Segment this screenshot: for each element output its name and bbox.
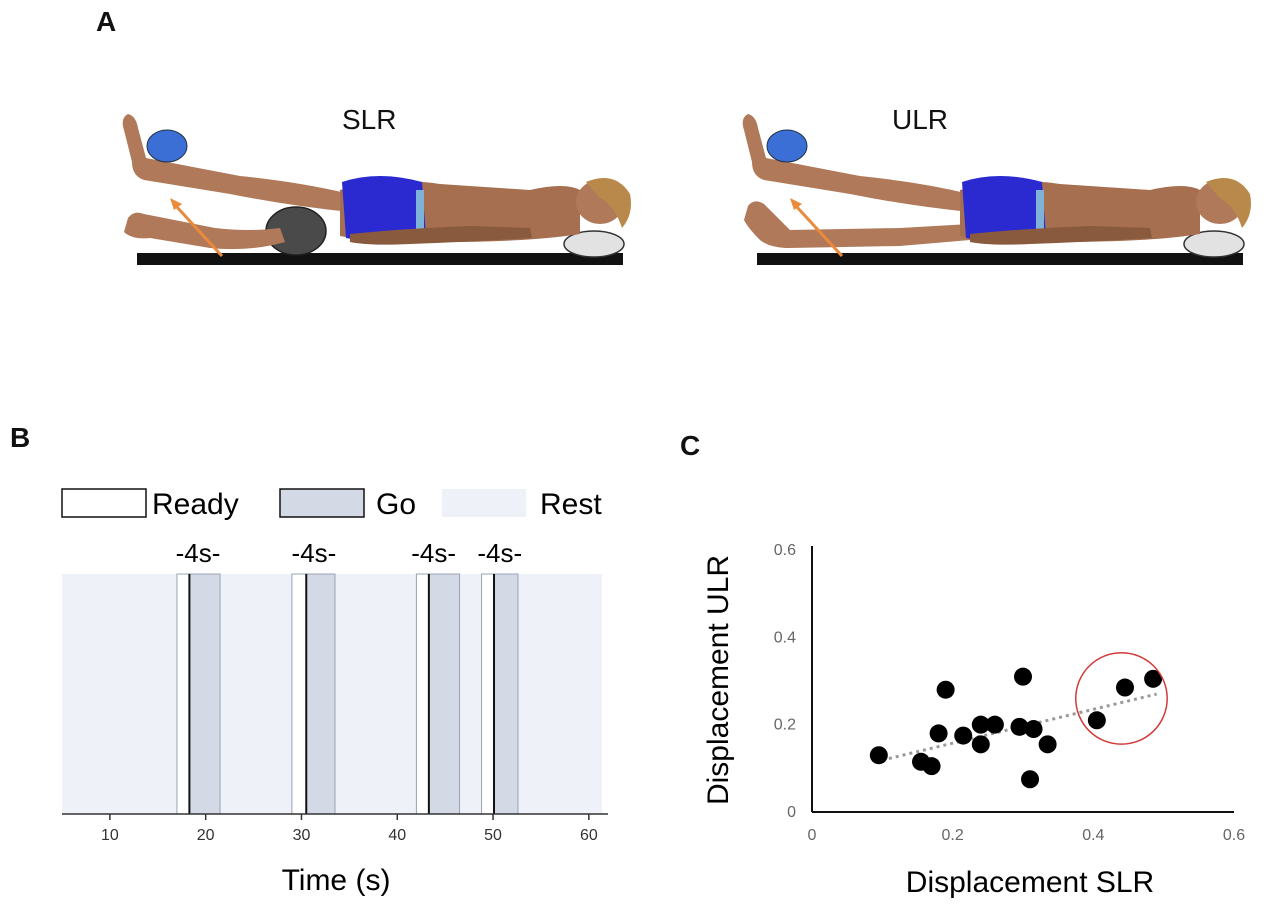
hair — [586, 178, 631, 228]
panel-c-label: C — [680, 430, 701, 461]
x-tick-label-50: 50 — [484, 827, 502, 844]
data-point-7 — [971, 715, 990, 734]
y-tick-label-0: 0 — [787, 804, 796, 821]
data-point-15 — [1087, 711, 1106, 730]
ready-block-1 — [176, 573, 190, 815]
pillow — [1183, 230, 1245, 258]
legend-go-label: Go — [376, 488, 416, 521]
duration-label-4: -4s- — [477, 538, 522, 568]
slr-label: SLR — [342, 104, 397, 135]
duration-label-3: -4s- — [411, 538, 456, 568]
x-tick-label-0.2: 0.2 — [942, 827, 964, 844]
x-tick-label-30: 30 — [293, 827, 311, 844]
arm — [970, 226, 1152, 245]
legend-go-swatch — [279, 488, 365, 518]
go-block-2 — [305, 573, 336, 815]
data-point-9 — [985, 715, 1004, 734]
slr-illustration — [122, 114, 631, 265]
arm — [350, 226, 532, 245]
movement-arrow — [174, 204, 224, 258]
y-tick-label-0.4: 0.4 — [774, 629, 796, 646]
y-axis-title: Displacement ULR — [702, 555, 735, 805]
pillow — [563, 230, 625, 258]
scatter-chart: 0 0.2 0.4 0.6 0 0.2 0.4 0.6 Displacement SLR D… — [702, 542, 1245, 899]
ulr-illustration — [742, 114, 1251, 265]
x-tick-label-20: 20 — [197, 827, 215, 844]
data-point-17 — [1144, 669, 1163, 688]
ready-block-3 — [415, 573, 430, 815]
panel-a-label: A — [96, 6, 117, 37]
data-point-11 — [1014, 667, 1032, 686]
x-axis-title: Time (s) — [282, 864, 391, 897]
y-tick-label-0.6: 0.6 — [774, 542, 796, 559]
duration-label-1: -4s- — [176, 538, 221, 568]
data-point-14 — [1038, 735, 1057, 754]
ready-block-2 — [291, 573, 307, 815]
x-tick-label-0: 0 — [808, 827, 817, 844]
exam-table — [757, 253, 1243, 265]
block-design-chart: Ready Go Rest -4s- -4s- -4s- -4s- 10 20 30 40 5… — [61, 488, 608, 897]
legend-rest-label: Rest — [540, 488, 602, 521]
shorts — [342, 176, 426, 242]
data-point-16 — [1115, 678, 1134, 697]
go-block-4 — [493, 573, 519, 815]
blue-marker — [766, 129, 808, 163]
legend-ready-swatch — [61, 488, 147, 518]
blue-marker — [146, 129, 188, 163]
panel-b-label: B — [10, 422, 31, 453]
x-tick-label-60: 60 — [580, 827, 598, 844]
arrow-head — [790, 198, 802, 210]
waistband — [416, 190, 424, 232]
resting-leg — [124, 212, 285, 250]
data-point-13 — [1024, 720, 1043, 739]
go-block-1 — [188, 573, 221, 815]
ready-block-4 — [481, 573, 495, 815]
shorts — [962, 176, 1046, 242]
waistband — [1036, 190, 1044, 232]
data-point-12 — [1021, 770, 1040, 789]
data-point-5 — [936, 680, 955, 699]
data-point-3 — [922, 757, 941, 776]
duration-label-2: -4s- — [292, 538, 337, 568]
raised-leg — [122, 114, 351, 212]
exam-table — [137, 253, 623, 265]
legend-rest-swatch — [442, 489, 526, 517]
data-point-10 — [1010, 717, 1029, 736]
raised-leg — [742, 114, 970, 212]
legend-ready-label: Ready — [152, 488, 239, 521]
data-point-8 — [971, 735, 990, 754]
data-point-1 — [869, 746, 888, 765]
resting-leg — [744, 201, 970, 248]
x-tick-label-0.6: 0.6 — [1223, 827, 1245, 844]
data-point-4 — [929, 724, 948, 743]
go-block-3 — [428, 573, 461, 815]
x-tick-label-10: 10 — [101, 827, 119, 844]
arrow-head — [170, 198, 182, 210]
movement-arrow — [794, 204, 844, 258]
data-point-6 — [954, 726, 973, 745]
ulr-label: ULR — [892, 104, 949, 135]
x-tick-label-0.4: 0.4 — [1082, 827, 1104, 844]
y-tick-label-0.2: 0.2 — [774, 717, 796, 734]
highlight-circle — [1075, 652, 1168, 745]
x-axis-title: Displacement SLR — [906, 866, 1154, 899]
x-tick-label-40: 40 — [388, 827, 406, 844]
hair — [1206, 178, 1251, 228]
